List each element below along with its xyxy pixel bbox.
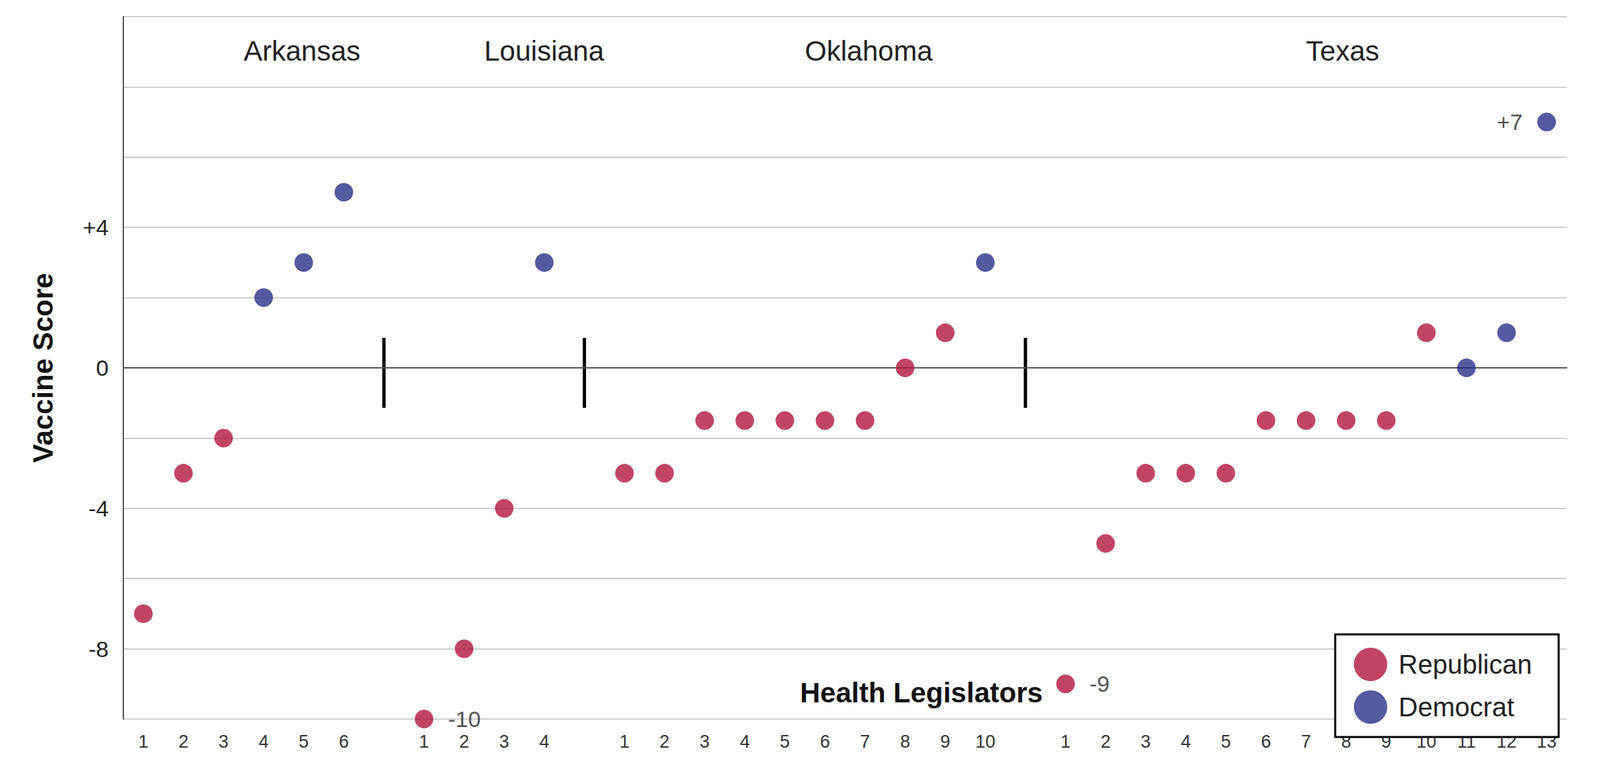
svg-text:Texas: Texas — [1306, 35, 1380, 67]
svg-text:+4: +4 — [82, 214, 109, 240]
svg-text:Arkansas: Arkansas — [243, 35, 360, 67]
svg-text:-4: -4 — [88, 496, 109, 522]
svg-text:10: 10 — [1416, 731, 1437, 752]
svg-text:10: 10 — [975, 732, 996, 752]
svg-text:Democrat: Democrat — [1398, 692, 1514, 722]
svg-text:Republican: Republican — [1398, 650, 1532, 680]
svg-text:7: 7 — [1301, 732, 1312, 752]
svg-text:9: 9 — [1381, 731, 1392, 752]
svg-text:3: 3 — [218, 732, 229, 752]
svg-text:Louisiana: Louisiana — [484, 35, 604, 67]
svg-text:6: 6 — [1260, 732, 1271, 752]
svg-text:+7: +7 — [1496, 109, 1523, 135]
svg-text:3: 3 — [699, 732, 710, 752]
svg-text:3: 3 — [1140, 732, 1151, 752]
svg-text:-9: -9 — [1089, 671, 1110, 697]
svg-text:5: 5 — [298, 732, 309, 752]
svg-text:4: 4 — [1180, 732, 1191, 752]
svg-text:1: 1 — [138, 732, 149, 752]
svg-text:1: 1 — [1060, 732, 1071, 752]
svg-text:4: 4 — [258, 732, 269, 752]
svg-text:11: 11 — [1457, 731, 1476, 752]
svg-text:Vaccine Score: Vaccine Score — [27, 273, 59, 464]
svg-text:12: 12 — [1496, 731, 1517, 752]
svg-text:2: 2 — [1100, 732, 1111, 752]
svg-text:Oklahoma: Oklahoma — [804, 35, 933, 67]
svg-text:4: 4 — [740, 732, 750, 752]
svg-text:2: 2 — [178, 732, 189, 752]
svg-text:1: 1 — [619, 732, 630, 752]
svg-text:2: 2 — [659, 732, 670, 752]
svg-text:4: 4 — [539, 732, 550, 752]
svg-text:1: 1 — [419, 732, 430, 752]
svg-text:2: 2 — [459, 732, 470, 752]
svg-text:5: 5 — [1220, 732, 1231, 752]
svg-text:8: 8 — [900, 732, 910, 752]
svg-text:Health Legislators: Health Legislators — [800, 677, 1043, 709]
svg-text:9: 9 — [940, 732, 950, 752]
svg-text:-8: -8 — [88, 636, 109, 662]
svg-text:5: 5 — [780, 732, 790, 752]
svg-text:13: 13 — [1536, 731, 1557, 752]
svg-text:3: 3 — [499, 732, 510, 752]
svg-text:8: 8 — [1341, 731, 1352, 752]
svg-text:6: 6 — [820, 732, 830, 752]
svg-text:-10: -10 — [448, 706, 481, 732]
svg-text:0: 0 — [96, 355, 109, 381]
svg-text:7: 7 — [860, 732, 870, 752]
svg-text:6: 6 — [338, 732, 349, 752]
